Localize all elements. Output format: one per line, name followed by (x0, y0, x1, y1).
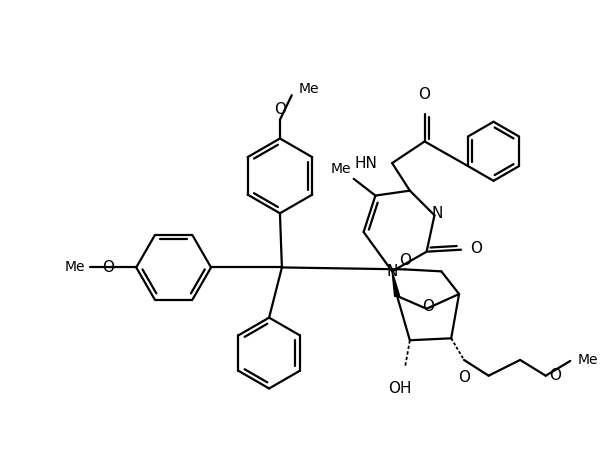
Text: O: O (423, 299, 435, 314)
Text: OH: OH (388, 381, 412, 395)
Text: N: N (386, 264, 398, 279)
Text: Me: Me (331, 162, 351, 176)
Text: O: O (458, 370, 470, 385)
Text: O: O (419, 87, 431, 102)
Text: Me: Me (64, 260, 85, 275)
Text: Me: Me (299, 82, 319, 96)
Polygon shape (392, 271, 400, 296)
Text: N: N (432, 206, 443, 221)
Text: HN: HN (355, 156, 377, 170)
Text: O: O (103, 260, 115, 275)
Text: Me: Me (577, 353, 597, 367)
Text: O: O (274, 102, 286, 118)
Text: O: O (549, 368, 561, 383)
Text: O: O (399, 253, 411, 268)
Text: O: O (470, 241, 482, 256)
